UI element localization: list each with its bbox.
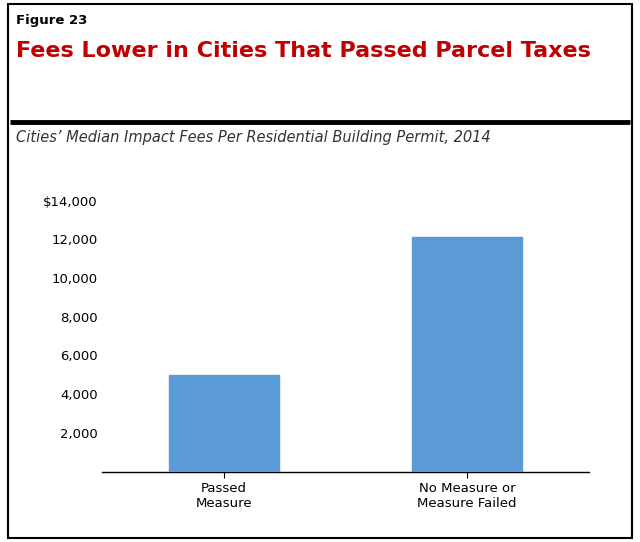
Text: Fees Lower in Cities That Passed Parcel Taxes: Fees Lower in Cities That Passed Parcel …: [16, 41, 591, 61]
Bar: [170, 375, 279, 472]
Text: Figure 23: Figure 23: [16, 14, 88, 27]
Bar: [413, 237, 522, 472]
Text: Cities’ Median Impact Fees Per Residential Building Permit, 2014: Cities’ Median Impact Fees Per Residenti…: [16, 130, 491, 145]
